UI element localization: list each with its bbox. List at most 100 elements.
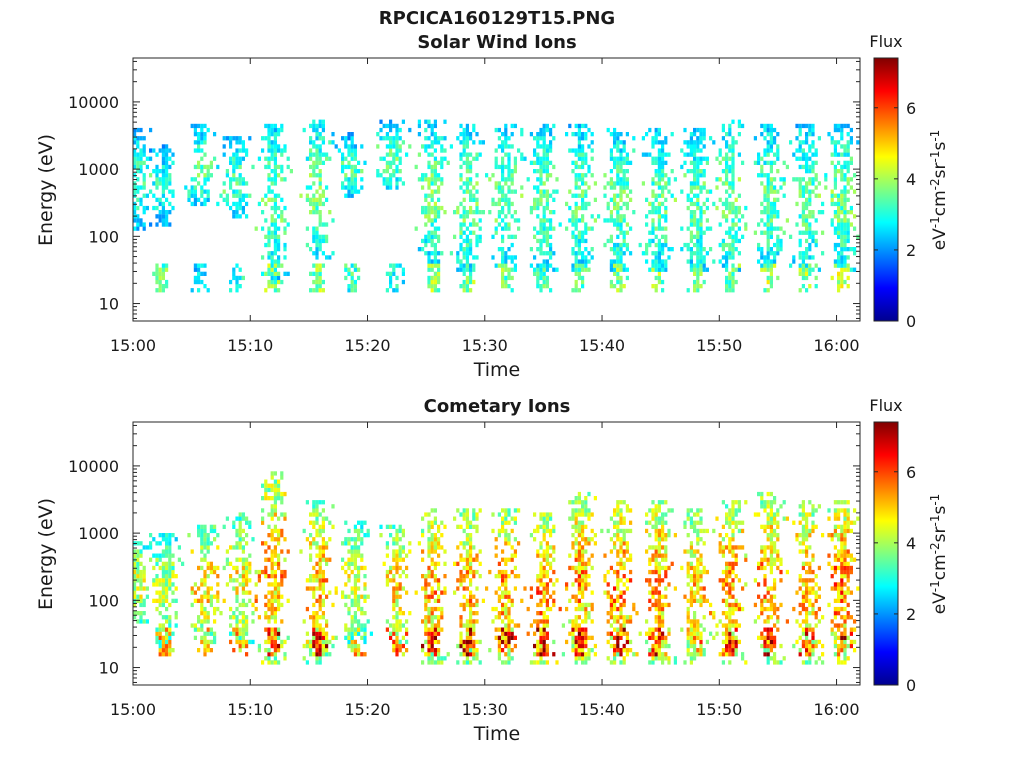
flux-cell — [805, 157, 808, 161]
flux-cell — [408, 128, 411, 132]
flux-cell — [440, 136, 443, 140]
flux-cell — [616, 636, 619, 640]
flux-cell — [722, 239, 725, 243]
flux-cell — [475, 599, 478, 603]
flux-cell — [584, 190, 587, 194]
flux-cell — [584, 549, 587, 553]
flux-cell — [315, 227, 318, 231]
flux-cell — [578, 124, 581, 128]
flux-cell — [463, 222, 466, 226]
flux-cell — [616, 194, 619, 198]
flux-cell — [514, 264, 517, 268]
flux-cell — [274, 595, 277, 599]
flux-cell — [575, 549, 578, 553]
flux-cell — [331, 636, 334, 640]
flux-cell — [363, 521, 366, 525]
flux-cell — [613, 660, 616, 664]
flux-cell — [280, 644, 283, 648]
flux-cell — [245, 214, 248, 218]
flux-cell — [431, 288, 434, 292]
flux-cell — [498, 533, 501, 537]
flux-cell — [267, 235, 270, 239]
flux-cell — [437, 136, 440, 140]
flux-cell — [520, 599, 523, 603]
flux-cell — [351, 636, 354, 640]
flux-cell — [642, 181, 645, 185]
flux-cell — [421, 177, 424, 181]
flux-cell — [843, 239, 846, 243]
flux-cell — [623, 529, 626, 533]
flux-cell — [466, 619, 469, 623]
flux-cell — [520, 194, 523, 198]
flux-cell — [319, 288, 322, 292]
flux-cell — [415, 227, 418, 231]
flux-cell — [703, 231, 706, 235]
flux-cell — [264, 541, 267, 545]
flux-cell — [770, 210, 773, 214]
flux-cell — [322, 239, 325, 243]
flux-cell — [645, 247, 648, 251]
flux-cell — [239, 194, 242, 198]
flux-cell — [472, 623, 475, 627]
flux-cell — [434, 272, 437, 276]
flux-cell — [850, 128, 853, 132]
flux-cell — [546, 177, 549, 181]
flux-cell — [280, 280, 283, 284]
flux-cell — [389, 276, 392, 280]
flux-cell — [725, 218, 728, 222]
flux-cell — [731, 280, 734, 284]
flux-cell — [363, 636, 366, 640]
flux-cell — [623, 537, 626, 541]
flux-cell — [386, 124, 389, 128]
flux-cell — [229, 623, 232, 627]
flux-cell — [699, 157, 702, 161]
flux-cell — [223, 144, 226, 148]
flux-cell — [306, 157, 309, 161]
flux-cell — [834, 173, 837, 177]
flux-cell — [159, 181, 162, 185]
flux-cell — [165, 566, 168, 570]
flux-cell — [200, 603, 203, 607]
flux-cell — [696, 276, 699, 280]
flux-cell — [507, 185, 510, 189]
flux-cell — [274, 496, 277, 500]
flux-cell — [245, 533, 248, 537]
flux-cell — [578, 239, 581, 243]
flux-cell — [578, 288, 581, 292]
flux-cell — [549, 218, 552, 222]
flux-cell — [575, 496, 578, 500]
flux-cell — [571, 218, 574, 222]
flux-cell — [475, 558, 478, 562]
flux-cell — [776, 198, 779, 202]
flux-cell — [536, 140, 539, 144]
flux-cell — [536, 144, 539, 148]
flux-cell — [395, 554, 398, 558]
flux-cell — [271, 603, 274, 607]
flux-cell — [168, 648, 171, 652]
flux-cell — [283, 247, 286, 251]
flux-cell — [271, 582, 274, 586]
flux-cell — [840, 255, 843, 259]
flux-cell — [728, 280, 731, 284]
flux-cell — [357, 574, 360, 578]
flux-cell — [847, 177, 850, 181]
flux-cell — [623, 619, 626, 623]
flux-cell — [389, 181, 392, 185]
flux-cell — [466, 574, 469, 578]
flux-cell — [463, 648, 466, 652]
flux-cell — [539, 222, 542, 226]
flux-cell — [424, 615, 427, 619]
flux-cell — [347, 165, 350, 169]
flux-cell — [626, 640, 629, 644]
flux-cell — [536, 268, 539, 272]
flux-cell — [767, 140, 770, 144]
flux-cell — [264, 235, 267, 239]
y-tick-label: 10000 — [68, 93, 119, 112]
flux-cell — [530, 595, 533, 599]
flux-cell — [850, 136, 853, 140]
flux-cell — [831, 194, 834, 198]
flux-cell — [424, 652, 427, 656]
flux-cell — [319, 660, 322, 664]
colorbar-tick-label: 2 — [906, 241, 916, 260]
flux-cell — [424, 582, 427, 586]
